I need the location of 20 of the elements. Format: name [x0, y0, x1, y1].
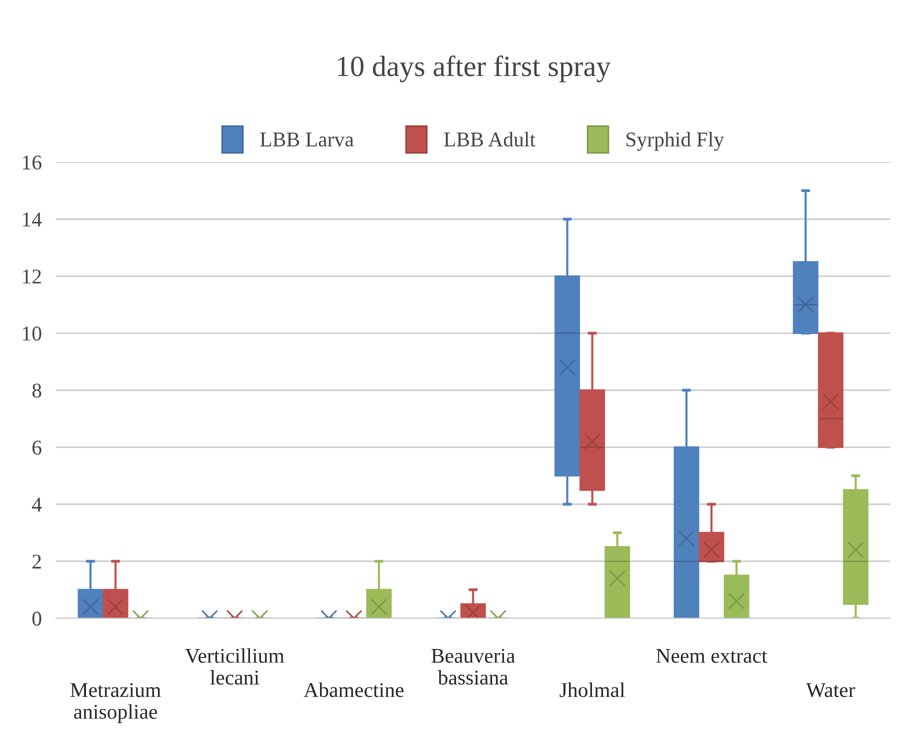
y-tick-label: 4	[32, 498, 42, 512]
y-tick-label: 14	[23, 212, 42, 226]
x-tick-label: Abamectine	[304, 682, 404, 698]
x-tick-label: Jholmal	[560, 682, 625, 698]
legend-label: LBB Adult	[444, 132, 536, 147]
y-tick-label: 0	[32, 612, 42, 626]
x-tick-label: Metrazium anisopliae	[70, 683, 161, 724]
x-tick-label: Neem extract	[656, 649, 768, 663]
x-tick-label: Water	[806, 683, 856, 698]
x-tick-label: Verticillium lecani	[185, 648, 284, 685]
legend-label: LBB Larva	[260, 132, 354, 147]
y-tick-label: 12	[23, 270, 41, 284]
y-tick-label: 10	[23, 326, 42, 341]
y-tick-label: 6	[32, 440, 42, 455]
legend-label: Syrphid Fly	[626, 132, 724, 151]
x-tick-label: Beauveria bassiana	[431, 648, 516, 685]
y-tick-label: 16	[23, 156, 42, 170]
chart-title: 10 days after first spray	[338, 55, 611, 82]
y-tick-label: 8	[32, 384, 42, 398]
y-tick-label: 2	[32, 554, 41, 568]
